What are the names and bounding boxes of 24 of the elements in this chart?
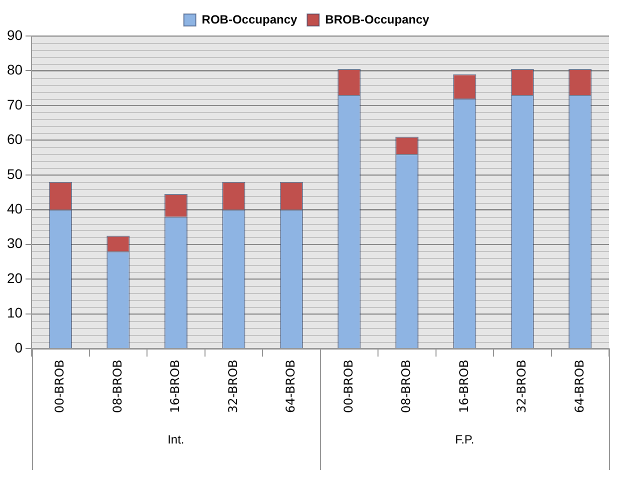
x-tick-label: 64-BROB (284, 360, 298, 413)
y-tick-label: 70 (6, 96, 23, 112)
y-tick-label: 20 (6, 270, 23, 286)
x-tick-label: 64-BROB (572, 360, 586, 413)
y-tick-label: 50 (6, 166, 23, 182)
x-tick-label: 08-BROB (399, 360, 414, 413)
x-tick-label: 32-BROB (514, 360, 529, 413)
x-tick-label: 00-BROB (52, 360, 67, 413)
legend-label: ROB-Occupancy (202, 12, 298, 26)
x-tick-label: 00-BROB (341, 360, 356, 413)
y-tick-label: 90 (6, 26, 23, 43)
y-tick-label: 40 (6, 200, 23, 217)
legend-label: BROB-Occupancy (325, 12, 430, 26)
y-tick-label: 60 (6, 131, 23, 148)
y-tick-label: 10 (6, 304, 23, 321)
text: F.P. (455, 432, 474, 446)
y-tick-label: 80 (6, 62, 23, 78)
y-tick-label: 30 (6, 235, 23, 252)
x-tick-label: 16-BROB (168, 360, 182, 413)
text: Int. (168, 432, 184, 446)
x-tick-label: 32-BROB (226, 360, 240, 413)
y-tick-label: 0 (14, 339, 23, 356)
x-tick-label: 08-BROB (110, 360, 124, 413)
x-tick-label: 16-BROB (456, 360, 471, 413)
